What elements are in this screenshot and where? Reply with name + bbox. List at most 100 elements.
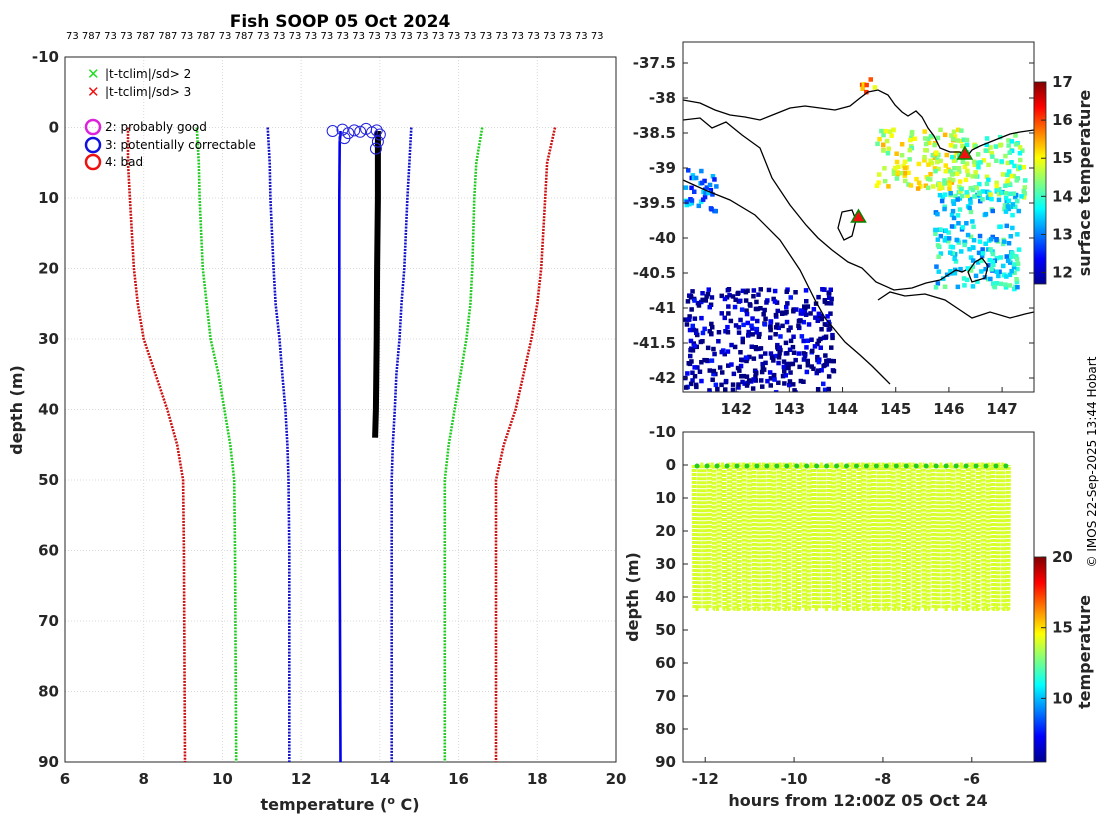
sst-pixel — [782, 381, 787, 386]
sst-pixel — [738, 298, 743, 304]
sst-pixel — [760, 366, 766, 371]
sst-pixel — [828, 358, 833, 364]
time-x-ticks: -12 -10 -8 -6 — [692, 757, 980, 788]
sst-pixel — [804, 345, 809, 350]
sst-pixel — [692, 298, 697, 303]
sst-pixel — [754, 326, 760, 332]
sst-pixel — [965, 277, 970, 283]
sst-pixel — [753, 346, 759, 352]
surface-point — [893, 463, 899, 469]
sst-pixel — [962, 164, 968, 170]
sst-pixel — [692, 316, 698, 321]
sst-pixel — [793, 357, 798, 363]
sst-pixel — [799, 308, 804, 313]
sst-pixel — [1009, 148, 1015, 154]
sst-pixel — [702, 326, 707, 332]
sst-pixel — [716, 339, 721, 344]
sst-pixel — [951, 215, 957, 221]
sst-pixel — [751, 294, 756, 299]
sst-pixel — [786, 328, 791, 333]
sst-pixel — [686, 168, 691, 173]
sst-pixel — [787, 379, 793, 384]
sst-pixel — [975, 279, 980, 284]
sst-pixel — [818, 336, 823, 342]
legend-marker-circle-red — [84, 153, 102, 171]
surface-point — [764, 463, 770, 469]
sst-pixel — [777, 345, 782, 350]
x-tick-label: 146 — [933, 400, 964, 418]
sst-pixel — [699, 315, 704, 321]
sst-pixel — [688, 338, 694, 344]
sst-pixel — [947, 182, 952, 188]
sst-pixel — [1019, 194, 1024, 199]
sst-pixel — [952, 256, 957, 261]
sst-pixel — [983, 211, 989, 217]
sst-pixel — [707, 388, 712, 392]
sst-pixel — [792, 388, 797, 392]
sst-pixel — [685, 371, 690, 376]
sst-pixel — [781, 359, 787, 364]
sst-pixel — [822, 298, 828, 303]
x-tick-label: -6 — [963, 770, 980, 788]
sst-pixel — [736, 382, 741, 387]
sst-pixel — [950, 177, 956, 183]
sst-pixel — [926, 140, 932, 146]
sst-pixel — [830, 335, 835, 341]
sst-pixel — [768, 383, 773, 388]
sst-pixel — [876, 180, 881, 185]
sst-pixel — [1013, 192, 1019, 198]
sst-pixel — [689, 359, 694, 364]
sst-pixel — [754, 370, 759, 376]
sst-pixel — [727, 293, 732, 298]
sst-pixel — [744, 383, 750, 388]
surface-point — [794, 463, 800, 469]
sst-pixel — [968, 209, 974, 215]
sst-pixel — [908, 137, 913, 143]
sst-pixel — [990, 234, 995, 240]
sst-pixel — [788, 370, 793, 375]
sst-pixel — [1015, 198, 1020, 204]
sst-pixel — [768, 324, 773, 330]
sst-pixel — [801, 379, 806, 384]
sst-pixel — [988, 192, 993, 197]
sst-colorbar — [1033, 81, 1047, 285]
sst-pixel — [798, 318, 803, 323]
y-tick-label: 70 — [655, 687, 676, 705]
sst-pixel — [816, 294, 821, 300]
sst-pixel — [1023, 178, 1028, 183]
sst-pixel — [1004, 254, 1009, 259]
sst-pixel — [798, 311, 804, 316]
sst-pixel — [991, 281, 996, 286]
sst-pixel — [908, 183, 914, 188]
sst-pixel — [711, 368, 717, 374]
sst-pixel — [948, 169, 953, 174]
x-tick-label: 8 — [138, 770, 148, 788]
sst-pixel — [711, 346, 716, 352]
sst-pixel — [891, 171, 897, 176]
y-tick-label: -38 — [649, 89, 676, 107]
sst-pixel — [816, 359, 822, 365]
sst-pixel — [1005, 204, 1011, 209]
sst-pixel — [923, 147, 928, 153]
y-tick-label: 30 — [38, 330, 59, 348]
sst-pixel — [944, 152, 949, 158]
sst-pixel — [955, 138, 960, 143]
y-tick-label: -41 — [649, 299, 676, 317]
surface-point — [983, 463, 989, 469]
sst-pixel — [768, 376, 774, 381]
sst-pixel — [986, 162, 991, 168]
sst-pixel — [815, 318, 820, 323]
sst-pixel — [719, 293, 724, 299]
sst-pixel — [964, 137, 970, 143]
sst-pixel — [693, 382, 699, 388]
sst-pixel — [765, 378, 770, 384]
sst-pixel — [708, 188, 714, 193]
sst-pixel — [925, 136, 931, 142]
sst-pixel — [983, 148, 989, 153]
sst-pixel — [981, 158, 987, 163]
sst-pixel — [962, 283, 967, 288]
sst-pixel — [940, 185, 945, 191]
sst-pixel — [1005, 172, 1010, 178]
x-tick-label: 20 — [606, 770, 627, 788]
sst-pixel — [923, 183, 929, 188]
